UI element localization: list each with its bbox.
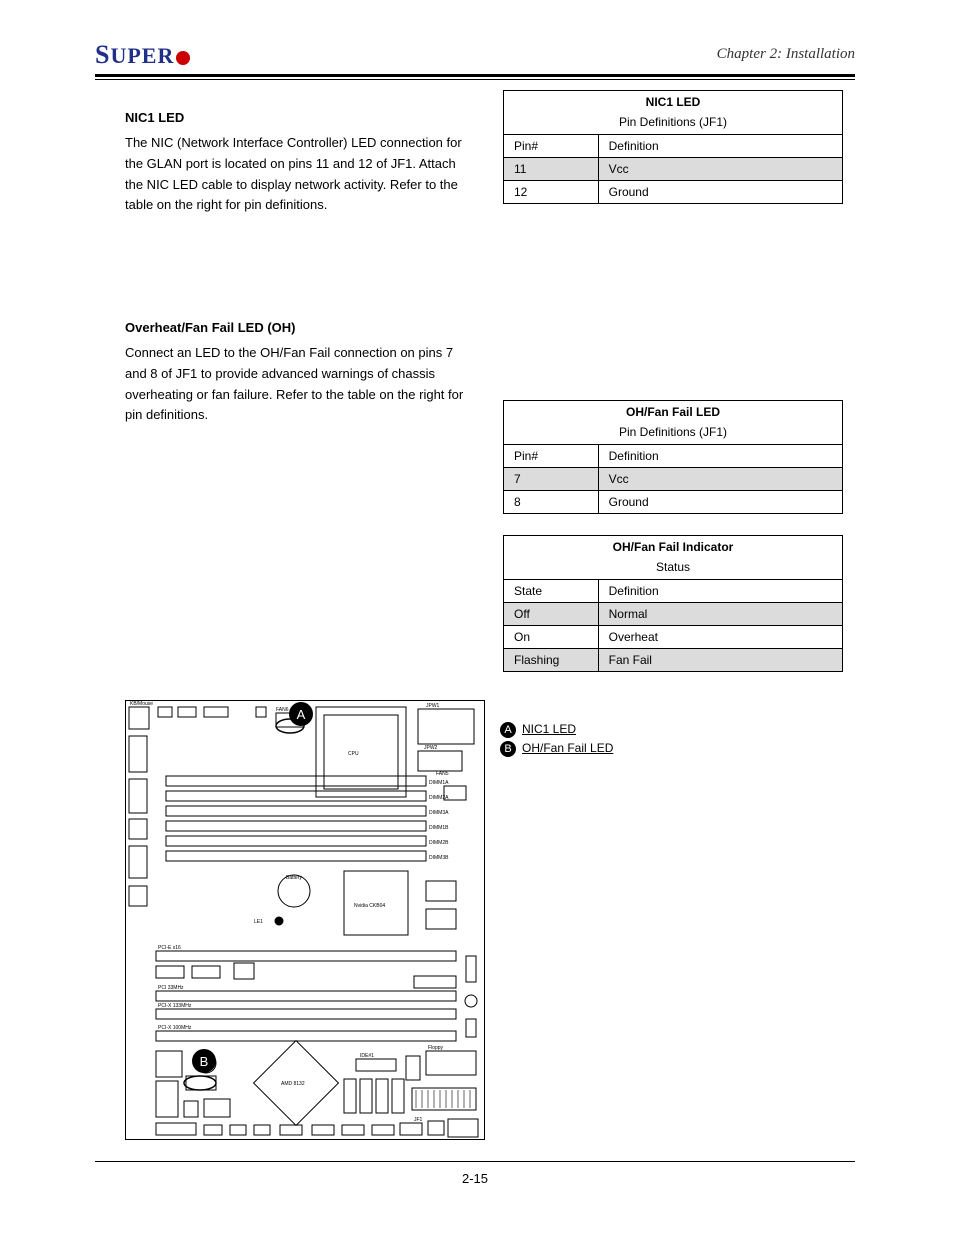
header: SUPER Chapter 2: Installation — [95, 40, 855, 80]
legend: ANIC1 LED BOH/Fan Fail LED — [500, 720, 613, 758]
svg-text:KB/Mouse: KB/Mouse — [130, 701, 153, 707]
logo: SUPER — [95, 43, 190, 68]
svg-text:DIMM1B: DIMM1B — [429, 825, 449, 831]
svg-text:FAN5: FAN5 — [436, 771, 449, 777]
svg-text:DIMM3A: DIMM3A — [429, 810, 449, 816]
svg-text:FAN6: FAN6 — [276, 707, 289, 713]
table3-title: OH/Fan Fail Indicator — [504, 536, 842, 560]
svg-text:PCI 33MHz: PCI 33MHz — [158, 985, 184, 991]
svg-text:PCI-E x16: PCI-E x16 — [158, 945, 181, 951]
svg-text:JPW1: JPW1 — [426, 703, 440, 709]
section1-title: NIC1 LED — [125, 110, 465, 125]
section-oh: Overheat/Fan Fail LED (OH) Connect an LE… — [125, 320, 465, 426]
table1-title: NIC1 LED — [504, 91, 842, 115]
table1-subtitle: Pin Definitions (JF1) — [504, 115, 842, 135]
header-rule — [95, 74, 855, 80]
page-number: 2-15 — [95, 1171, 855, 1186]
svg-text:JF1: JF1 — [414, 1117, 423, 1123]
svg-text:DIMM3B: DIMM3B — [429, 855, 449, 861]
section2-title: Overheat/Fan Fail LED (OH) — [125, 320, 465, 335]
svg-text:PCI-X 100MHz: PCI-X 100MHz — [158, 1025, 192, 1031]
motherboard-diagram: A B KB/Mouse FAN6 CPU JPW1 JPW2 FAN5 DIM… — [125, 700, 485, 1140]
svg-text:AMD 8132: AMD 8132 — [281, 1081, 305, 1087]
chapter-title: Chapter 2: Installation — [717, 46, 855, 63]
section-nic1: NIC1 LED The NIC (Network Interface Cont… — [125, 110, 465, 216]
table-oh-status: OH/Fan Fail Indicator Status StateDefini… — [503, 535, 843, 672]
svg-text:PCI-X 133MHz: PCI-X 133MHz — [158, 1003, 192, 1009]
svg-text:JPW2: JPW2 — [424, 745, 438, 751]
table2-title: OH/Fan Fail LED — [504, 401, 842, 425]
legend-a: NIC1 LED — [522, 722, 576, 736]
footer-rule — [95, 1161, 855, 1162]
svg-text:DIMM1A: DIMM1A — [429, 780, 449, 786]
table3-subtitle: Status — [504, 560, 842, 580]
section1-text: The NIC (Network Interface Controller) L… — [125, 133, 465, 216]
svg-text:LE1: LE1 — [254, 919, 263, 925]
table-nic1: NIC1 LED Pin Definitions (JF1) Pin#Defin… — [503, 90, 843, 204]
legend-b: OH/Fan Fail LED — [522, 741, 613, 755]
svg-text:Battery: Battery — [286, 875, 302, 881]
svg-text:B: B — [200, 1054, 209, 1069]
svg-text:Floppy: Floppy — [428, 1045, 444, 1051]
svg-text:IDE#1: IDE#1 — [360, 1053, 374, 1059]
section2-text: Connect an LED to the OH/Fan Fail connec… — [125, 343, 465, 426]
svg-text:DIMM2B: DIMM2B — [429, 840, 449, 846]
svg-text:CPU: CPU — [348, 751, 359, 757]
table2-subtitle: Pin Definitions (JF1) — [504, 425, 842, 445]
svg-text:DIMM2A: DIMM2A — [429, 795, 449, 801]
table-oh: OH/Fan Fail LED Pin Definitions (JF1) Pi… — [503, 400, 843, 514]
svg-text:Nvidia CKB04: Nvidia CKB04 — [354, 903, 385, 909]
